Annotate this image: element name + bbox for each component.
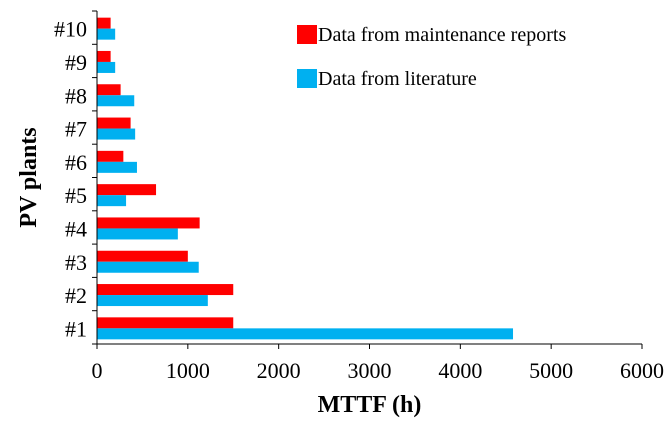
bar-maintenance-plant-10 [97, 17, 111, 29]
legend-label-literature: Data from literature [318, 68, 477, 90]
x-tick-label: 1000 [166, 358, 210, 383]
bar-literature-plant-5 [97, 195, 127, 207]
bar-literature-plant-2 [97, 295, 208, 307]
bar-literature-plant-6 [97, 161, 137, 173]
bars-layer [97, 17, 514, 340]
x-tick-label: 0 [92, 358, 103, 383]
x-tick-label: 5000 [529, 358, 573, 383]
bar-maintenance-plant-5 [97, 184, 157, 196]
x-tick-label: 3000 [348, 358, 392, 383]
y-tick-label: #8 [65, 83, 87, 108]
y-tick-label: #9 [65, 50, 87, 75]
bar-literature-plant-10 [97, 28, 116, 40]
bar-maintenance-plant-3 [97, 250, 188, 262]
x-tick-label: 4000 [438, 358, 482, 383]
bar-maintenance-plant-2 [97, 284, 234, 296]
bar-literature-plant-3 [97, 261, 199, 273]
legend: Data from maintenance reports Data from … [297, 24, 566, 90]
bar-literature-plant-1 [97, 328, 514, 340]
bar-maintenance-plant-8 [97, 84, 121, 96]
bar-maintenance-plant-4 [97, 217, 200, 229]
bar-literature-plant-7 [97, 128, 136, 140]
bar-maintenance-plant-1 [97, 317, 234, 329]
y-tick-label: #5 [65, 183, 87, 208]
legend-swatch-maintenance [297, 25, 317, 44]
bar-maintenance-plant-6 [97, 150, 124, 162]
labels-layer: #1 #2 #3 #4 #5 #6 #7 #8 #9 #10 0 1000 2000 3000 4000 50… [54, 17, 664, 383]
y-tick-label: #4 [65, 216, 87, 241]
y-tick-label: #10 [54, 17, 87, 42]
legend-swatch-literature [297, 69, 317, 88]
bar-maintenance-plant-9 [97, 50, 111, 62]
bar-literature-plant-4 [97, 228, 178, 240]
y-tick-label: #7 [65, 117, 87, 142]
x-axis-title: MTTF (h) [318, 392, 422, 418]
x-tick-label: 2000 [257, 358, 301, 383]
x-tick-label: 6000 [620, 358, 664, 383]
y-tick-label: #1 [65, 316, 87, 341]
bar-literature-plant-8 [97, 95, 135, 107]
y-tick-label: #2 [65, 283, 87, 308]
bar-literature-plant-9 [97, 61, 116, 73]
y-axis-title: PV plants [16, 127, 42, 227]
y-tick-label: #3 [65, 250, 87, 275]
bar-maintenance-plant-7 [97, 117, 131, 129]
y-tick-label: #6 [65, 150, 87, 175]
ticks-layer [92, 10, 643, 349]
legend-label-maintenance: Data from maintenance reports [318, 24, 566, 46]
